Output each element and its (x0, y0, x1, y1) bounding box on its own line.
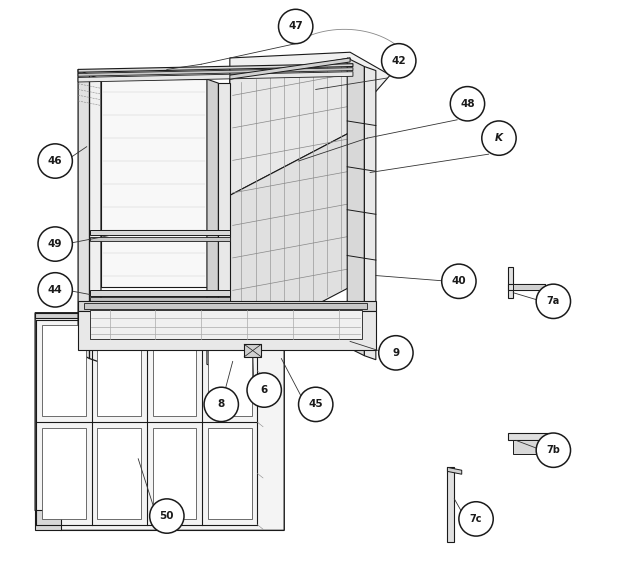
Circle shape (38, 273, 73, 307)
Text: 46: 46 (48, 156, 63, 166)
Polygon shape (89, 75, 101, 363)
Polygon shape (101, 79, 207, 287)
Polygon shape (78, 69, 89, 359)
Circle shape (38, 144, 73, 178)
Text: ©ReplacementParts.com: ©ReplacementParts.com (193, 323, 289, 332)
Text: 48: 48 (460, 99, 475, 108)
Polygon shape (365, 67, 376, 360)
Polygon shape (89, 230, 230, 235)
Polygon shape (42, 325, 86, 416)
Polygon shape (513, 284, 545, 290)
Polygon shape (35, 313, 284, 530)
Circle shape (482, 121, 516, 156)
Polygon shape (97, 428, 141, 519)
Circle shape (149, 499, 184, 533)
Polygon shape (78, 68, 353, 76)
Polygon shape (218, 83, 230, 369)
Text: 7b: 7b (546, 445, 560, 455)
Polygon shape (207, 79, 218, 369)
Polygon shape (244, 344, 261, 357)
Circle shape (379, 336, 413, 370)
Polygon shape (84, 303, 367, 309)
Circle shape (450, 87, 485, 121)
Circle shape (536, 433, 570, 467)
Text: 47: 47 (288, 21, 303, 32)
Circle shape (38, 227, 73, 261)
Polygon shape (508, 267, 513, 298)
Polygon shape (508, 433, 551, 440)
Circle shape (441, 264, 476, 298)
Text: 40: 40 (451, 276, 466, 286)
Polygon shape (89, 290, 230, 296)
Text: 9: 9 (392, 348, 399, 358)
Polygon shape (78, 64, 353, 72)
Polygon shape (230, 52, 390, 127)
Polygon shape (208, 325, 252, 416)
Text: 42: 42 (391, 56, 406, 66)
Polygon shape (230, 133, 350, 350)
Polygon shape (230, 58, 350, 195)
Circle shape (381, 44, 416, 78)
Polygon shape (448, 467, 454, 542)
Circle shape (204, 387, 239, 421)
Circle shape (536, 284, 570, 319)
Circle shape (299, 387, 333, 421)
Text: 7c: 7c (470, 514, 482, 524)
Polygon shape (97, 325, 141, 416)
Polygon shape (35, 510, 61, 530)
Text: 8: 8 (218, 400, 225, 409)
Polygon shape (347, 58, 365, 356)
Polygon shape (78, 72, 353, 82)
Polygon shape (153, 428, 197, 519)
Polygon shape (35, 313, 259, 319)
Polygon shape (508, 284, 545, 290)
Polygon shape (89, 297, 230, 301)
Polygon shape (42, 428, 86, 519)
Polygon shape (89, 310, 361, 339)
Polygon shape (78, 301, 376, 311)
Polygon shape (89, 236, 230, 241)
Text: 6: 6 (260, 385, 268, 395)
Polygon shape (208, 428, 252, 519)
Text: 50: 50 (159, 511, 174, 521)
Circle shape (278, 9, 313, 44)
Circle shape (459, 502, 494, 536)
Polygon shape (153, 325, 197, 416)
Polygon shape (230, 58, 350, 79)
Text: 45: 45 (308, 400, 323, 409)
Text: K: K (495, 133, 503, 143)
Polygon shape (448, 467, 462, 474)
Circle shape (247, 373, 281, 407)
Text: 49: 49 (48, 239, 63, 249)
Text: 7a: 7a (547, 296, 560, 307)
Polygon shape (78, 311, 376, 350)
Polygon shape (513, 440, 551, 454)
Text: 44: 44 (48, 285, 63, 295)
